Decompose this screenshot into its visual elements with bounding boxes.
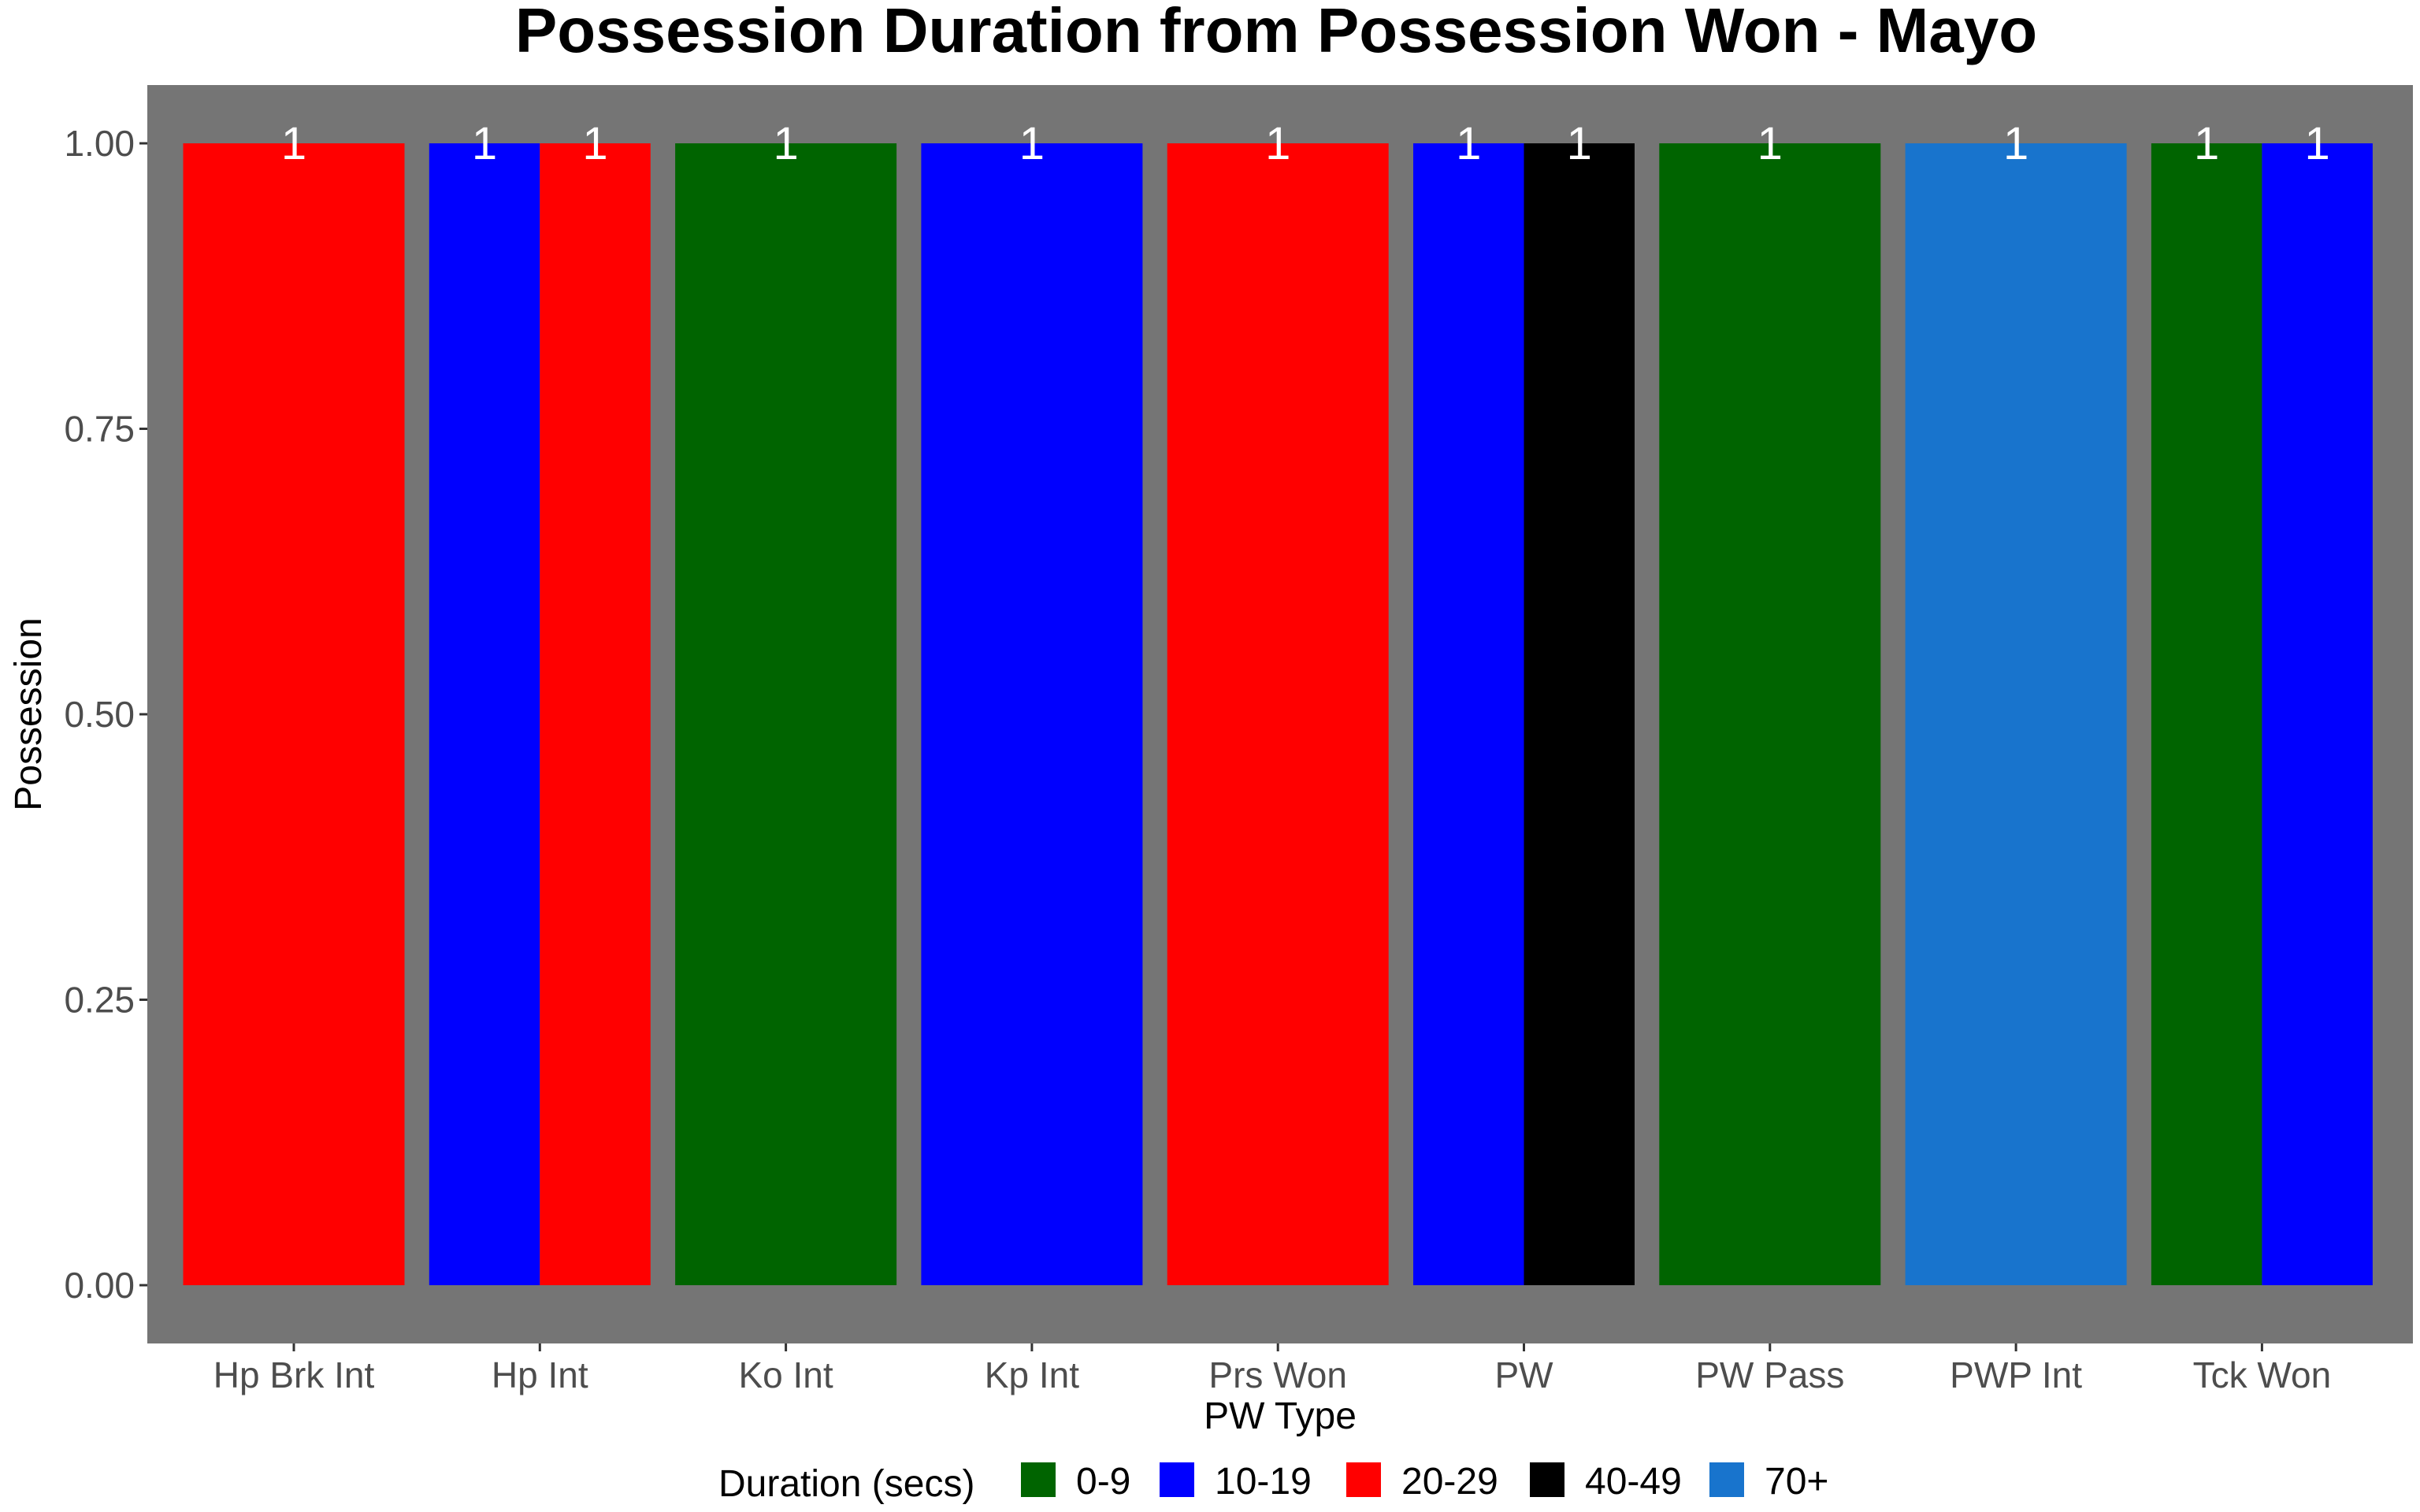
bar xyxy=(183,143,405,1285)
bar-value-label: 1 xyxy=(1567,118,1592,169)
bar xyxy=(1659,143,1881,1285)
y-tick-label: 0.00 xyxy=(64,1265,135,1306)
bars-group xyxy=(183,143,2373,1285)
x-tick-label: PW Pass xyxy=(1695,1354,1844,1395)
bar xyxy=(1167,143,1389,1285)
y-axis-title: Possession xyxy=(8,617,50,810)
legend-key xyxy=(1021,1462,1056,1497)
bar-value-label: 1 xyxy=(2003,118,2028,169)
legend: Duration (secs) 0-9 10-19 20-29 40-49 70+ xyxy=(718,1461,1828,1505)
legend-title: Duration (secs) xyxy=(718,1463,974,1505)
bar-value-label: 1 xyxy=(2194,118,2219,169)
x-tick-label: Kp Int xyxy=(985,1354,1079,1395)
bar-value-label: 1 xyxy=(1019,118,1045,169)
x-tick-label: Prs Won xyxy=(1208,1354,1347,1395)
bar xyxy=(1905,143,2127,1285)
x-tick-label: Tck Won xyxy=(2193,1354,2332,1395)
legend-items: 0-9 10-19 20-29 40-49 70+ xyxy=(1021,1461,1828,1503)
bar xyxy=(540,143,651,1285)
bar-value-label: 1 xyxy=(2305,118,2330,169)
bar xyxy=(1524,143,1635,1285)
bar xyxy=(921,143,1143,1285)
x-tick-label: PWP Int xyxy=(1950,1354,2082,1395)
bar-value-label: 1 xyxy=(472,118,497,169)
y-tick-label: 0.50 xyxy=(64,694,135,735)
bar-value-label: 1 xyxy=(1757,118,1783,169)
bar-labels-group: 1 1 1 1 1 1 1 1 1 1 1 1 xyxy=(281,118,2330,169)
legend-label: 40-49 xyxy=(1585,1461,1682,1503)
y-tick-label: 0.75 xyxy=(64,409,135,450)
bar xyxy=(1413,143,1524,1285)
y-axis: 0.00 0.25 0.50 0.75 1.00 xyxy=(64,123,147,1306)
legend-label: 10-19 xyxy=(1215,1461,1312,1503)
x-tick-label: Hp Int xyxy=(492,1354,588,1395)
x-axis-title: PW Type xyxy=(1204,1395,1357,1437)
legend-label: 20-29 xyxy=(1401,1461,1498,1503)
x-tick-label: Hp Brk Int xyxy=(213,1354,375,1395)
legend-key xyxy=(1346,1462,1381,1497)
bar-value-label: 1 xyxy=(281,118,306,169)
bar-value-label: 1 xyxy=(1456,118,1481,169)
legend-label: 0-9 xyxy=(1076,1461,1130,1503)
x-axis: Hp Brk Int Hp Int Ko Int Kp Int Prs Won PW PW … xyxy=(213,1343,2331,1395)
bar-value-label: 1 xyxy=(1265,118,1290,169)
bar xyxy=(2262,143,2373,1285)
bar xyxy=(2151,143,2262,1285)
legend-key xyxy=(1530,1462,1564,1497)
y-tick-label: 1.00 xyxy=(64,123,135,164)
legend-label: 70+ xyxy=(1765,1461,1828,1503)
chart-title: Possession Duration from Possession Won … xyxy=(515,0,2037,65)
bar xyxy=(429,143,540,1285)
bar xyxy=(675,143,897,1285)
x-tick-label: Ko Int xyxy=(738,1354,833,1395)
bar-value-label: 1 xyxy=(773,118,798,169)
legend-key xyxy=(1709,1462,1744,1497)
legend-key xyxy=(1160,1462,1194,1497)
y-tick-label: 0.25 xyxy=(64,980,135,1021)
bar-value-label: 1 xyxy=(582,118,607,169)
x-tick-label: PW xyxy=(1494,1354,1553,1395)
